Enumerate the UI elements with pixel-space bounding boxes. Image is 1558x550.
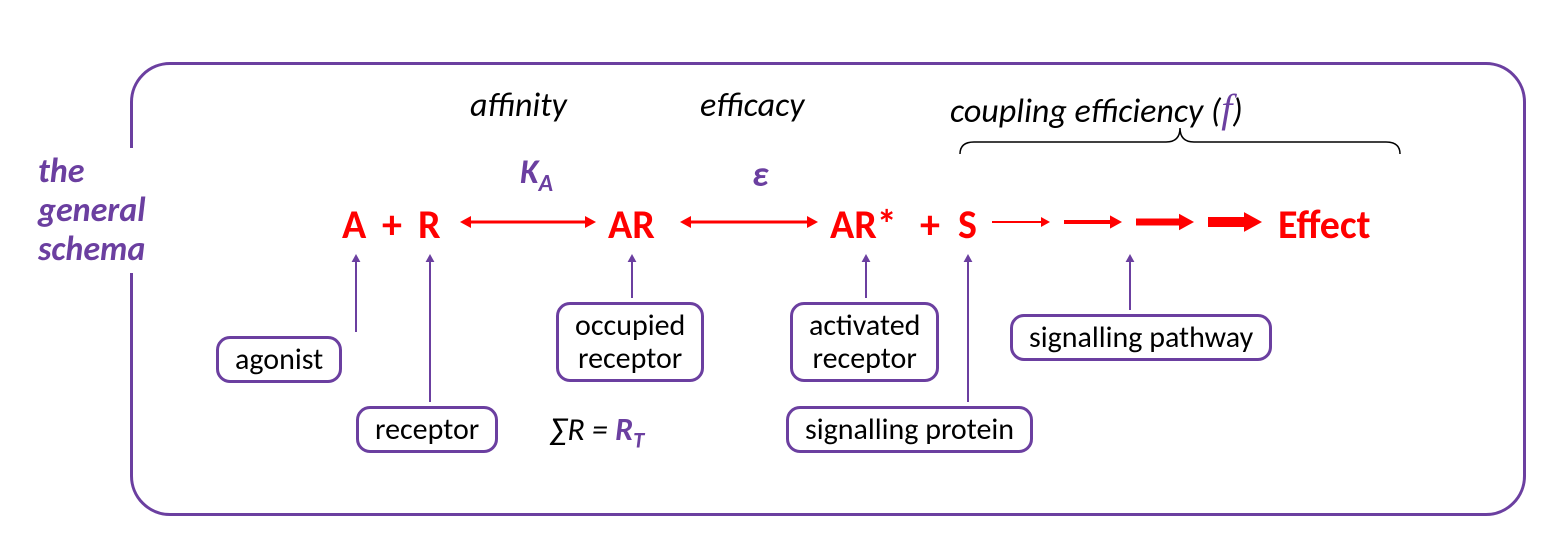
box-activated-receptor: activatedreceptor <box>790 302 939 382</box>
eq-S: S <box>958 200 977 249</box>
eq-plus-2: + <box>920 200 940 249</box>
eq-R: R <box>418 200 441 249</box>
eq-AR: AR <box>608 200 655 249</box>
box-agonist: agonist <box>216 336 342 383</box>
label-efficacy: efficacy <box>700 85 804 126</box>
box-occupied-receptor: occupiedreceptor <box>556 302 704 382</box>
label-coupling-efficiency: coupling efficiency (f) <box>950 85 1243 132</box>
symbol-epsilon: ε <box>752 152 768 196</box>
eq-ARstar: AR* <box>830 200 897 249</box>
sigma-R-equals-RT: ∑R = RT <box>550 410 644 454</box>
box-receptor: receptor <box>356 406 498 453</box>
label-affinity: affinity <box>470 85 567 126</box>
box-signalling-protein: signalling protein <box>786 406 1033 453</box>
box-signalling-pathway: signalling pathway <box>1010 314 1272 361</box>
symbol-KA: KA <box>520 152 553 198</box>
eq-Effect: Effect <box>1278 200 1371 249</box>
schema-title: thegeneralschema <box>32 148 152 273</box>
eq-plus-1: + <box>382 200 402 249</box>
eq-A: A <box>342 200 366 249</box>
